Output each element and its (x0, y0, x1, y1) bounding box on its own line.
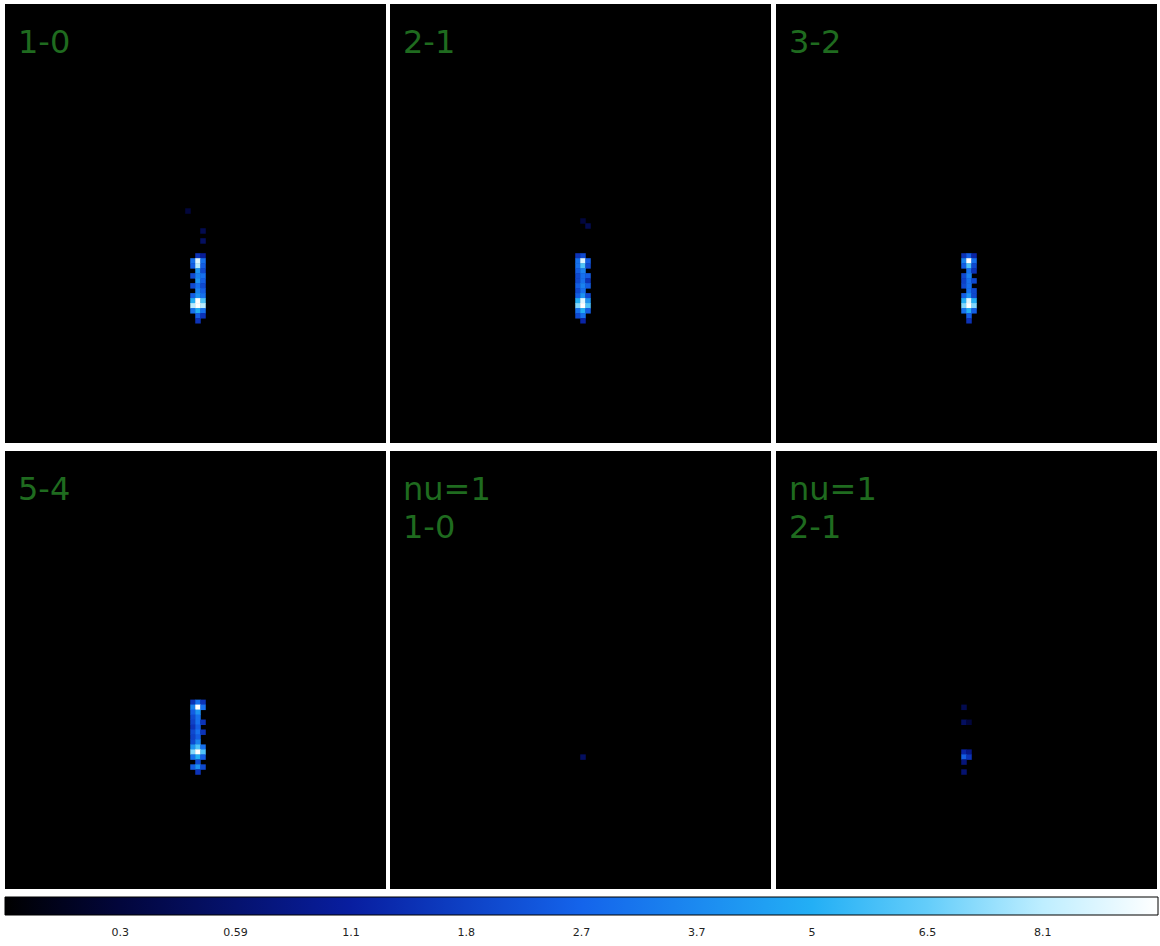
svg-text:1.8: 1.8 (457, 926, 475, 939)
svg-text:1-0: 1-0 (18, 23, 70, 61)
svg-text:2.7: 2.7 (573, 926, 591, 939)
svg-text:1.1: 1.1 (342, 926, 360, 939)
svg-text:3.7: 3.7 (688, 926, 706, 939)
svg-text:3-2: 3-2 (789, 23, 841, 61)
svg-text:5: 5 (809, 926, 816, 939)
svg-text:nu=1: nu=1 (789, 470, 877, 508)
svg-text:0.3: 0.3 (112, 926, 130, 939)
svg-text:5-4: 5-4 (18, 470, 70, 508)
svg-text:6.5: 6.5 (919, 926, 937, 939)
svg-text:2-1: 2-1 (789, 508, 841, 546)
svg-text:0.59: 0.59 (223, 926, 248, 939)
svg-text:8.1: 8.1 (1034, 926, 1052, 939)
svg-text:nu=1: nu=1 (403, 470, 491, 508)
svg-text:1-0: 1-0 (403, 508, 455, 546)
svg-text:2-1: 2-1 (403, 23, 455, 61)
